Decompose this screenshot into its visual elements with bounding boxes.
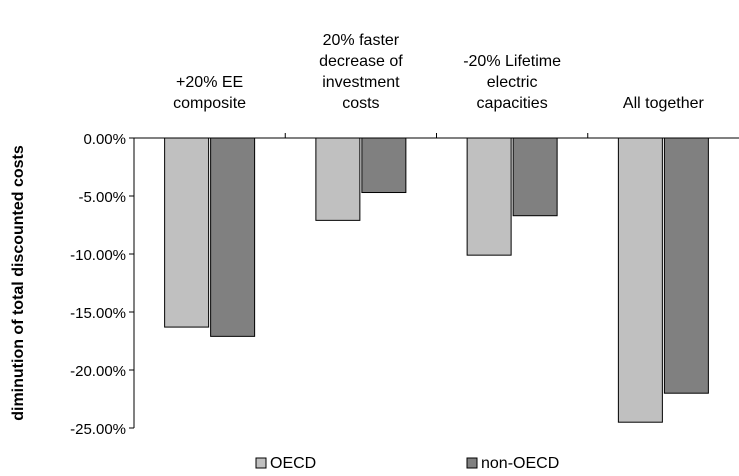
legend-label: OECD — [270, 455, 316, 472]
category-label: capacities — [477, 95, 548, 112]
category-label: +20% EE — [176, 74, 243, 91]
y-tick-label: -15.00% — [70, 305, 126, 322]
category-label: composite — [173, 95, 246, 112]
category-label: electric — [487, 74, 538, 91]
bar-oecd — [466, 137, 512, 256]
legend-label: non-OECD — [481, 455, 559, 472]
bar-oecd — [315, 137, 361, 221]
y-axis-title: diminution of total discounted costs — [10, 145, 27, 421]
y-tick-label: -20.00% — [70, 363, 126, 380]
legend-swatch — [255, 457, 267, 469]
y-tick-label: 0.00% — [83, 131, 126, 148]
bar-oecd — [164, 137, 210, 328]
bar-non-oecd — [663, 137, 709, 394]
category-label: -20% Lifetime — [463, 53, 561, 70]
axes: 0.00% -5.00% -10.00% -15.00% -20.00% -25.00% — [70, 131, 739, 438]
legend-swatch — [466, 457, 478, 469]
category-label: investment — [322, 74, 400, 91]
category-label: All together — [623, 95, 705, 112]
bar-non-oecd — [361, 137, 407, 194]
category-label: costs — [342, 95, 379, 112]
bar-non-oecd — [210, 137, 256, 337]
y-tick-label: -25.00% — [70, 421, 126, 438]
legend: OECD non-OECD — [255, 455, 559, 472]
bar-oecd — [617, 137, 663, 423]
bars — [164, 137, 709, 423]
y-axis-title-group: diminution of total discounted costs — [10, 145, 27, 421]
category-labels: +20% EE composite 20% faster decrease of inv… — [173, 32, 704, 112]
category-label: decrease of — [319, 53, 403, 70]
category-label: 20% faster — [323, 32, 400, 49]
y-tick-label: -5.00% — [78, 189, 126, 206]
bar-non-oecd — [512, 137, 558, 217]
y-tick-label: -10.00% — [70, 247, 126, 264]
